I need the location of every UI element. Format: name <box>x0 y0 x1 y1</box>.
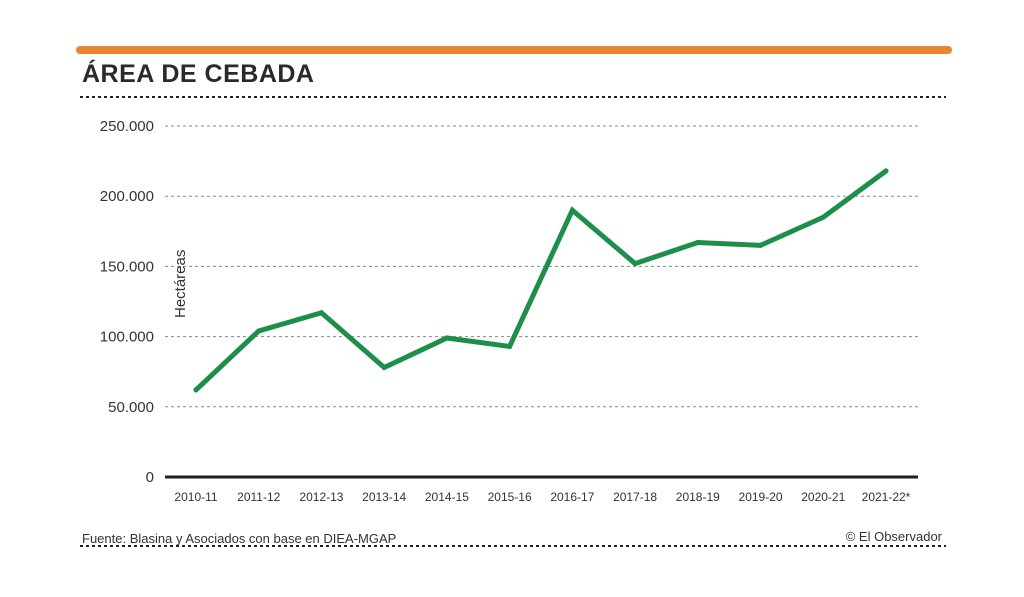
x-tick-label: 2014-15 <box>425 490 469 504</box>
data-point <box>758 242 764 248</box>
x-tick-label: 2021-22* <box>862 490 911 504</box>
data-point <box>318 310 324 316</box>
x-tick-label: 2020-21 <box>801 490 845 504</box>
data-point <box>569 207 575 213</box>
y-tick-label: 250.000 <box>100 118 154 135</box>
x-tick-label: 2013-14 <box>362 490 406 504</box>
data-point <box>883 168 889 174</box>
series-line-layer <box>193 168 889 393</box>
y-tick-label: 50.000 <box>108 399 154 416</box>
chart-title: ÁREA DE CEBADA <box>82 60 315 88</box>
x-tick-label: 2012-13 <box>299 490 343 504</box>
x-tick-label: 2010-11 <box>174 490 217 504</box>
x-tick-label: 2015-16 <box>488 490 532 504</box>
source-note: Fuente: Blasina y Asociados con base en … <box>82 531 397 546</box>
top-accent-bar <box>76 46 952 54</box>
y-axis-label: Hectáreas <box>172 250 189 318</box>
grid-lines <box>165 125 918 479</box>
data-point <box>193 387 199 393</box>
series-line <box>193 168 889 393</box>
x-tick-label: 2011-12 <box>237 490 280 504</box>
data-point <box>507 343 513 349</box>
x-tick-label: 2019-20 <box>739 490 783 504</box>
y-tick-label: 0 <box>146 469 154 486</box>
credit-note: © El Observador <box>845 529 942 544</box>
data-point <box>381 364 387 370</box>
y-tick-label: 200.000 <box>100 188 154 205</box>
x-tick-label: 2016-17 <box>550 490 594 504</box>
y-tick-labels: 0 50.000 100.000 150.000 200.000 250.000 <box>100 118 154 486</box>
x-tick-label: 2017-18 <box>613 490 657 504</box>
data-point <box>820 214 826 220</box>
y-tick-label: 150.000 <box>100 258 154 275</box>
x-tick-labels: 2010-11 2011-12 2012-13 2013-14 2014-15 2015-… <box>174 490 910 504</box>
data-point <box>695 240 701 246</box>
data-point <box>444 335 450 341</box>
x-tick-label: 2018-19 <box>676 490 720 504</box>
data-point <box>256 328 262 334</box>
y-tick-label: 100.000 <box>100 329 154 346</box>
data-point <box>632 261 638 267</box>
